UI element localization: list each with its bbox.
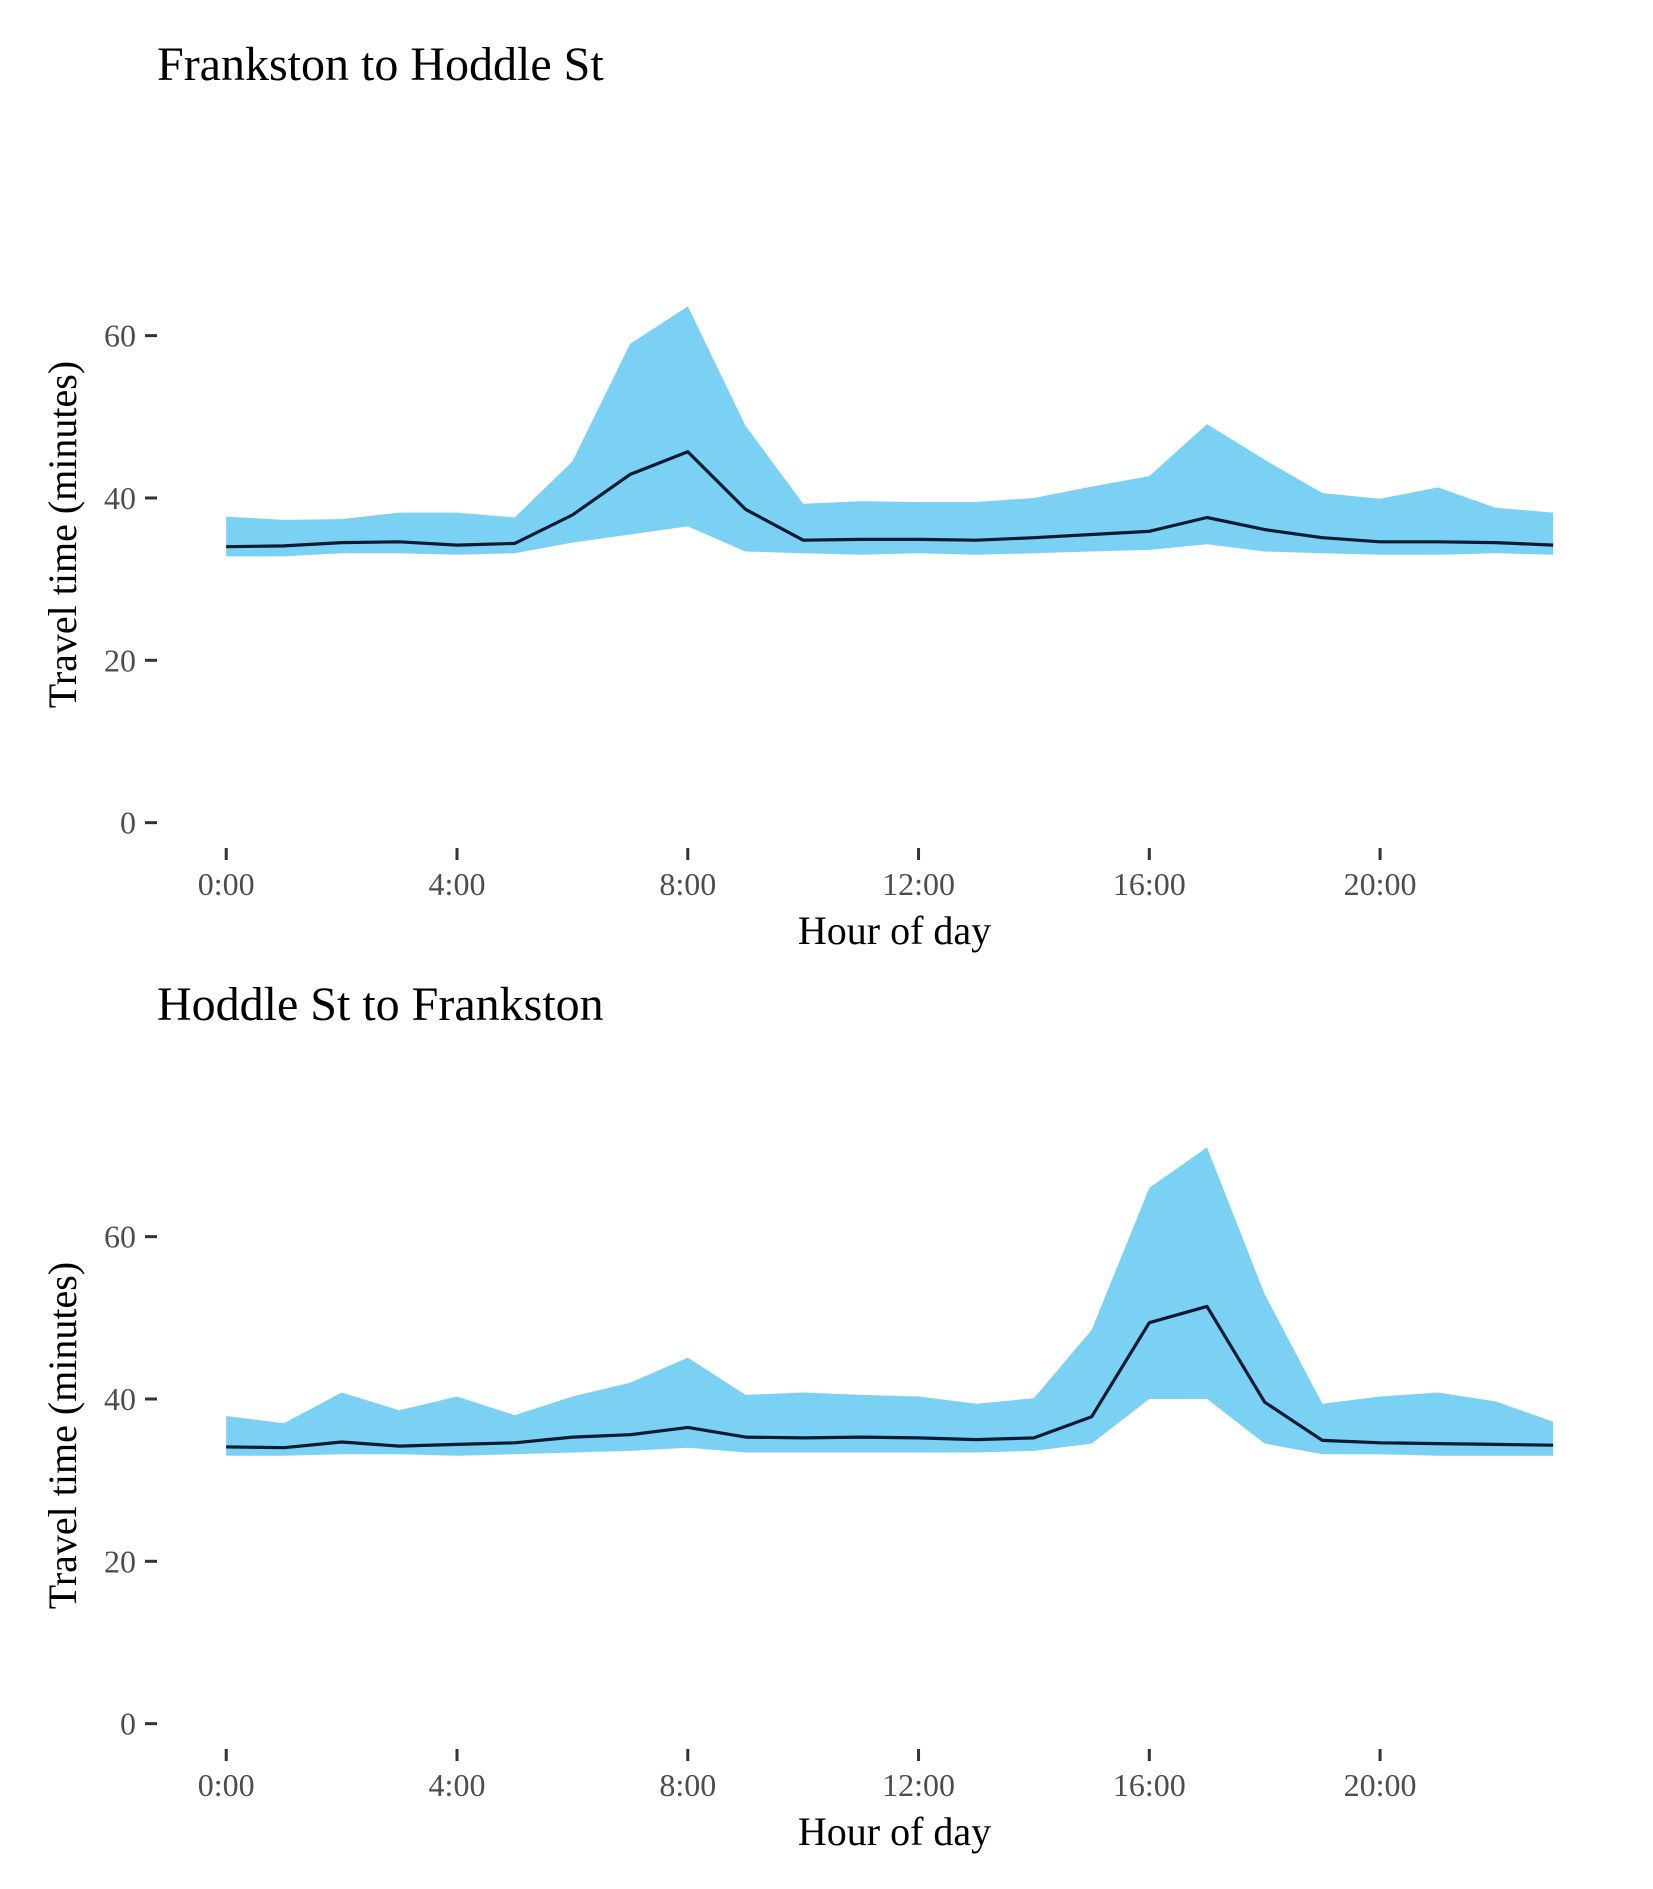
x-tick-label: 16:00 (1113, 866, 1186, 902)
x-tick-label: 4:00 (429, 1767, 486, 1803)
chart-title: Frankston to Hoddle St (157, 38, 604, 91)
x-axis-title: Hour of day (798, 1809, 991, 1854)
y-tick-label: 20 (104, 642, 136, 678)
x-tick-label: 20:00 (1344, 866, 1417, 902)
y-axis: 0 20 40 60 (104, 318, 157, 841)
median-line (226, 1304, 1554, 1450)
x-tick-label: 0:00 (198, 866, 255, 902)
x-axis: 0:00 4:00 8:00 12:00 16:00 20:00 (198, 848, 1417, 902)
x-tick-label: 8:00 (659, 1767, 716, 1803)
x-tick-label: 0:00 (198, 1767, 255, 1803)
y-axis-title: Travel time (minutes) (40, 361, 85, 708)
y-tick-label: 20 (104, 1543, 136, 1579)
x-axis-title: Hour of day (798, 908, 991, 953)
x-tick-label: 12:00 (882, 1767, 955, 1803)
range-band-area (226, 306, 1554, 557)
y-axis: 0 20 40 60 (104, 1219, 157, 1742)
x-tick-label: 16:00 (1113, 1767, 1186, 1803)
median-line (226, 450, 1554, 549)
y-axis-title: Travel time (minutes) (40, 1262, 85, 1609)
x-axis: 0:00 4:00 8:00 12:00 16:00 20:00 (198, 1749, 1417, 1803)
y-tick-label: 40 (104, 1381, 136, 1417)
x-tick-label: 8:00 (659, 866, 716, 902)
y-tick-label: 40 (104, 480, 136, 516)
x-tick-label: 20:00 (1344, 1767, 1417, 1803)
y-tick-label: 0 (120, 805, 136, 841)
y-tick-label: 60 (104, 1219, 136, 1255)
y-tick-label: 0 (120, 1706, 136, 1742)
chart-title: Hoddle St to Frankston (157, 978, 604, 1031)
y-tick-label: 60 (104, 318, 136, 354)
panel-frankston-to-hoddle-st: Frankston to Hoddle St 0 20 40 60 0:00 4:00 8… (40, 38, 1554, 953)
x-tick-label: 4:00 (429, 866, 486, 902)
range-band-area (226, 1147, 1554, 1456)
panel-hoddle-st-to-frankston: Hoddle St to Frankston 0 20 40 60 0:00 4:00 8… (40, 978, 1554, 1854)
x-tick-label: 12:00 (882, 866, 955, 902)
